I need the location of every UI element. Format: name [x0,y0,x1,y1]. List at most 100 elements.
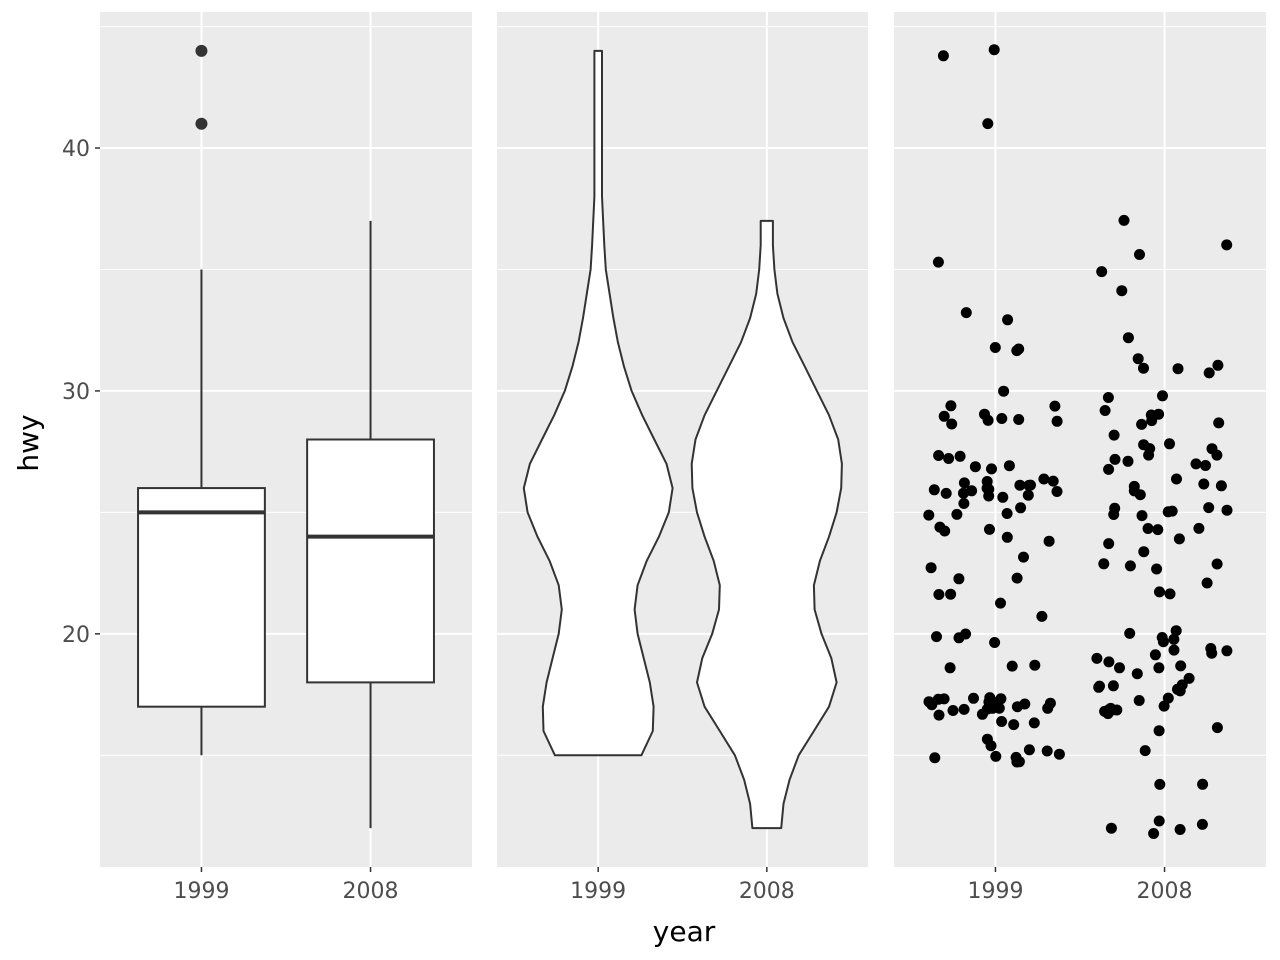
scatter-point [1143,449,1155,461]
scatter-point [1183,672,1195,684]
scatter-point [1203,502,1215,514]
scatter-point [953,573,965,585]
scatter-point [1215,480,1227,492]
scatter-point [1042,702,1054,714]
y-tick-label: 30 [62,380,90,405]
scatter-point [1203,367,1215,379]
scatter-point [1043,535,1055,547]
x-tick-label: 2008 [343,879,399,904]
scatter-point [1211,449,1223,461]
outlier-point [195,117,208,130]
scatter-point [1051,486,1063,497]
scatter-point [1168,644,1180,656]
scatter-point [983,483,995,495]
scatter-point [1002,314,1014,326]
scatter-point [1108,509,1120,520]
scatter-point [960,307,972,319]
scatter-point [1193,522,1205,534]
scatter-point [1013,756,1025,768]
scatter-point [1171,473,1182,485]
x-tick-label: 2008 [739,879,795,904]
scatter-point [1011,701,1023,713]
scatter-point [1008,719,1020,731]
scatter-point [940,487,952,499]
scatter-point [1109,453,1121,465]
scatter-point [1152,524,1164,536]
scatter-point [1103,463,1115,475]
scatter-point [1153,408,1165,420]
scatter-point [1221,239,1233,251]
scatter-point [939,525,951,537]
scatter-point [933,450,945,461]
scatter-point [1213,417,1225,429]
scatter-point [1036,610,1048,622]
x-tick-label: 2008 [1137,879,1193,904]
scatter-point [953,632,965,644]
scatter-point [1116,285,1128,297]
scatter-point [1053,748,1065,760]
scatter-point [1098,558,1110,570]
scatter-point [1122,455,1134,467]
scatter-point [1138,439,1150,451]
scatter-point [931,631,942,643]
scatter-point [1154,586,1165,598]
scatter-point [1164,588,1176,600]
scatter-point [1153,725,1165,737]
scatter-point [1211,558,1223,570]
scatter-point [1049,400,1061,412]
scatter-point [1091,652,1103,664]
scatter-point [1022,489,1034,501]
scatter-point [1103,538,1115,550]
scatter-point [1172,363,1184,375]
scatter-point [1162,692,1174,704]
box-body [137,487,266,708]
scatter-point [1041,745,1053,757]
scatter-point [932,256,944,268]
outlier-point [195,44,208,57]
scatter-point [1162,506,1174,518]
scatter-point [929,752,941,764]
scatter-point [928,484,940,496]
scatter-point [1138,546,1150,558]
x-tick-label: 1999 [967,879,1023,904]
scatter-point [1154,778,1166,790]
scatter-point [958,703,970,715]
scatter-point [981,703,993,715]
scatter-point [1023,744,1035,756]
scatter-point [997,491,1009,503]
scatter-point [1136,510,1148,522]
scatter-point [969,461,981,473]
scatter-point [998,385,1010,397]
scatter-point [1023,479,1035,491]
panel-3: 1999 2008 [894,12,1266,904]
scatter-point [990,750,1002,762]
scatter-point [1221,504,1233,516]
scatter-point [1148,828,1160,839]
scatter-point [1211,722,1223,734]
scatter-point [1105,702,1117,714]
scatter-point [1146,415,1158,427]
scatter-point [1164,438,1175,450]
points-2008 [1091,214,1233,839]
scatter-point [1153,662,1165,674]
y-tick-label: 40 [62,137,90,162]
scatter-point [1128,480,1140,492]
scatter-point [1168,633,1180,645]
scatter-point [1103,656,1115,668]
scatter-point [1108,429,1120,441]
scatter-point [1001,531,1013,543]
scatter-point [1001,508,1013,519]
scatter-point [1096,266,1108,278]
box-1999 [137,44,266,756]
scatter-point [1201,577,1213,589]
scatter-point [1038,473,1050,485]
scatter-point [1206,647,1218,659]
scatter-point [1221,645,1233,657]
scatter-point [1212,359,1224,371]
scatter-point [923,509,935,521]
scatter-point [1105,822,1117,834]
scatter-point [968,692,979,704]
scatter-point [1107,680,1119,692]
scatter-point [1018,551,1029,563]
